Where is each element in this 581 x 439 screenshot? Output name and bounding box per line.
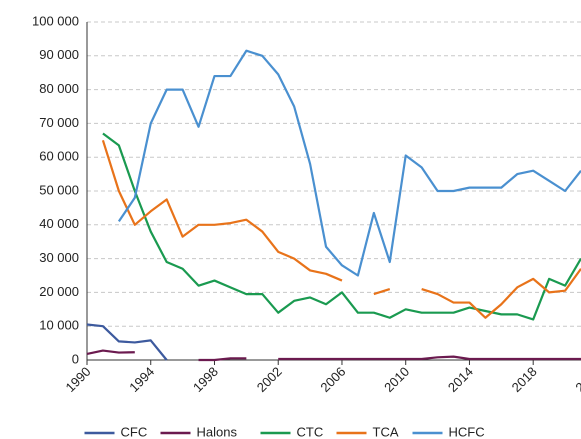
x-tick-label: 2002 [254,364,285,395]
y-tick-label: 30 000 [39,250,79,265]
y-tick-label: 0 [72,351,79,366]
x-tick-label: 1994 [126,364,157,395]
series-line [86,349,581,362]
y-tick-label: 100 000 [32,13,79,28]
legend-label: CTC [297,424,324,439]
x-tick-label: 2022 [572,364,581,395]
y-tick-label: 20 000 [39,284,79,299]
x-tick-label: 2006 [317,364,348,395]
x-tick-label: 2010 [381,364,412,395]
y-tick-label: 60 000 [39,149,79,164]
y-tick-label: 80 000 [39,81,79,96]
series-line [86,323,168,361]
series-line [102,132,581,321]
y-tick-label: 90 000 [39,47,79,62]
series-line [117,49,581,277]
x-tick-label: 1998 [190,364,221,395]
y-tick-label: 10 000 [39,318,79,333]
x-tick-label: 1990 [62,364,93,395]
y-tick-label: 50 000 [39,182,79,197]
legend-label: Halons [197,424,238,439]
x-tick-label: 2014 [445,364,476,395]
legend-label: HCFC [449,424,485,439]
y-tick-label: 70 000 [39,115,79,130]
legend-label: CFC [121,424,148,439]
legend-label: TCA [373,424,399,439]
series-line [101,139,581,319]
y-tick-label: 40 000 [39,216,79,231]
x-tick-label: 2018 [509,364,540,395]
